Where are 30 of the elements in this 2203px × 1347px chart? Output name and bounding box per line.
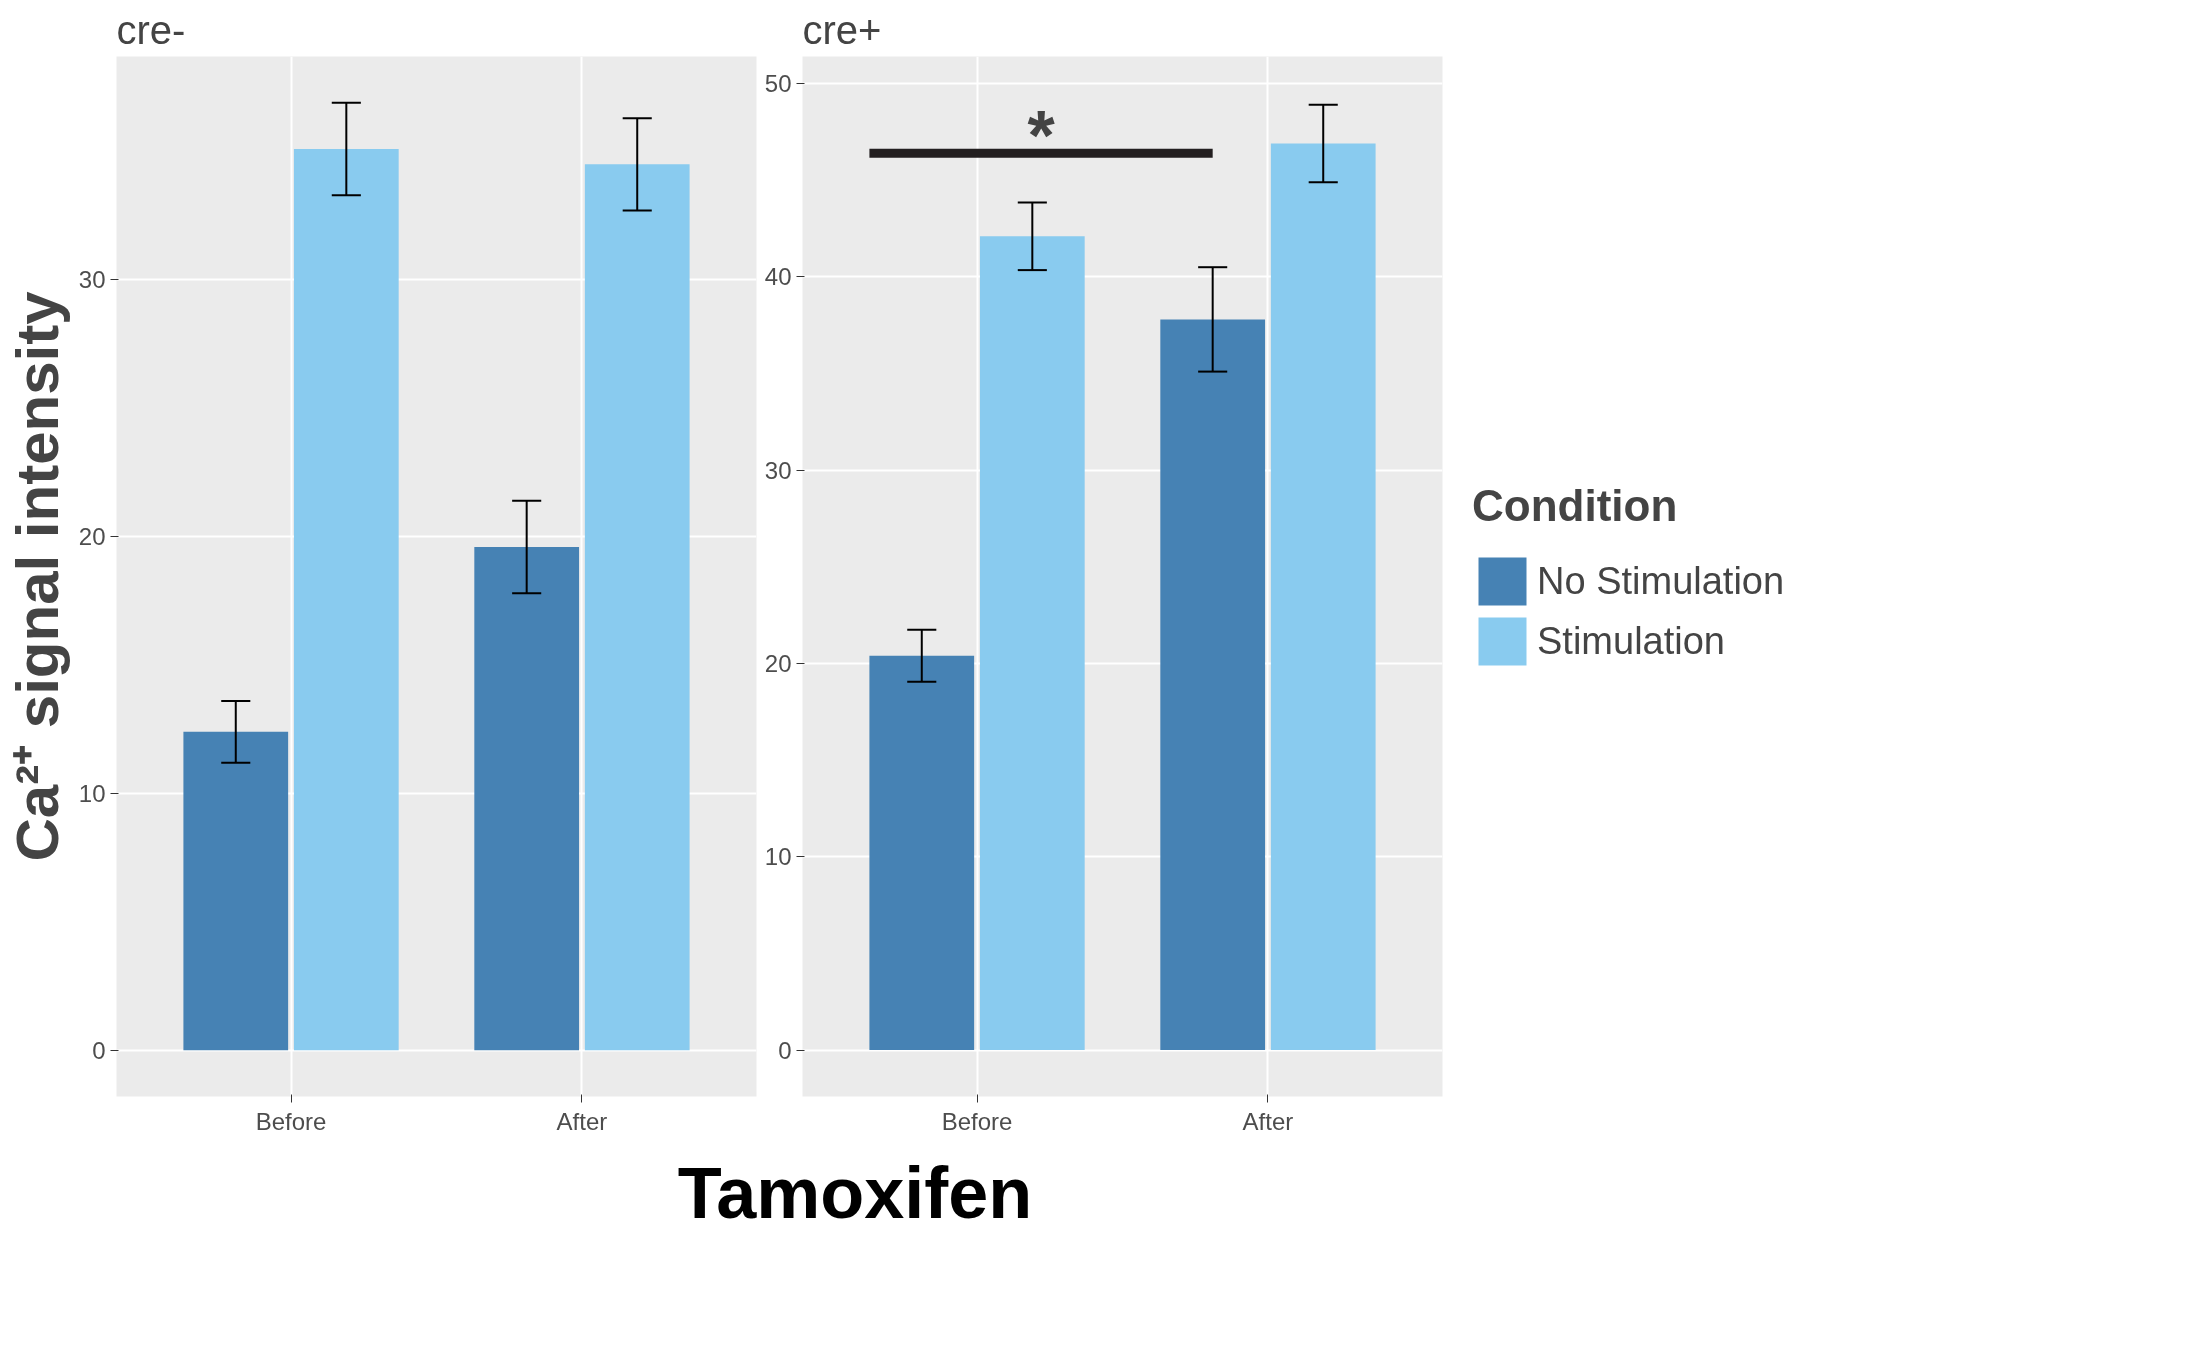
bar [183, 731, 289, 1051]
x-axis-title: Tamoxifen [677, 1152, 1033, 1235]
y-tick-label: 10 [764, 843, 792, 871]
bar [1160, 319, 1266, 1051]
y-axis-title: Ca²⁺ signal intensity [3, 290, 71, 862]
legend-title: Condition [1472, 481, 1679, 531]
bar [1270, 143, 1376, 1051]
y-tick-label: 10 [78, 779, 106, 807]
legend-label: Stimulation [1537, 619, 1725, 663]
bar [979, 236, 1085, 1051]
chart-title: cre- [116, 7, 186, 52]
annotation: * [1027, 97, 1056, 176]
y-tick-label: 0 [92, 1036, 106, 1064]
y-tick-label: 30 [78, 266, 106, 294]
y-tick-label: 20 [764, 649, 792, 677]
y-tick-label: 0 [778, 1036, 792, 1064]
y-tick-label: 40 [764, 263, 792, 291]
y-tick-label: 50 [764, 70, 792, 98]
chart-title: cre+ [802, 7, 882, 52]
x-tick-label: Before [941, 1107, 1013, 1135]
x-tick-label: After [556, 1107, 608, 1135]
bar [474, 546, 580, 1051]
bar [293, 148, 399, 1051]
x-tick-label: Before [255, 1107, 327, 1135]
x-tick-label: After [1242, 1107, 1294, 1135]
y-tick-label: 20 [78, 523, 106, 551]
bar [869, 655, 975, 1051]
bar [584, 164, 690, 1051]
y-tick-label: 30 [764, 456, 792, 484]
legend-label: No Stimulation [1537, 559, 1785, 603]
